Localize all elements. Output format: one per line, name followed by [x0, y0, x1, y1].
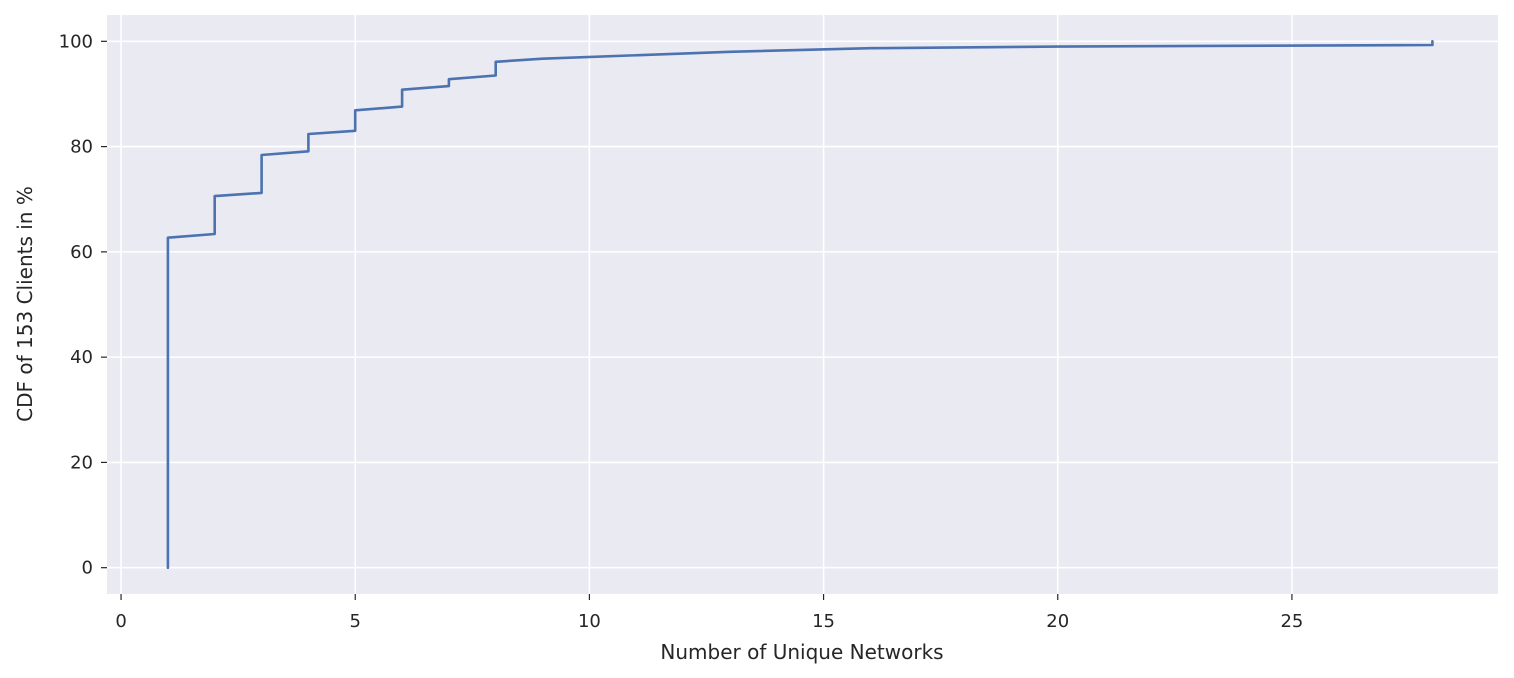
x-tick-label: 20 — [1046, 611, 1069, 632]
plot-background — [107, 15, 1498, 594]
y-tick-label: 100 — [59, 31, 93, 52]
y-axis-ticks: 0 20 40 60 80 100 — [59, 31, 107, 579]
x-axis-ticks: 0 5 10 15 20 25 — [115, 594, 1303, 632]
y-tick-label: 0 — [82, 558, 93, 579]
x-tick-label: 10 — [578, 611, 601, 632]
x-axis-label: Number of Unique Networks — [660, 640, 943, 664]
x-tick-label: 15 — [812, 611, 835, 632]
x-tick-label: 5 — [349, 611, 360, 632]
y-tick-label: 60 — [70, 242, 93, 263]
cdf-series-line — [166, 39, 1434, 570]
series-layer — [166, 39, 1434, 570]
y-tick-label: 80 — [70, 137, 93, 158]
x-tick-label: 0 — [115, 611, 126, 632]
grid-lines — [107, 15, 1498, 594]
x-tick-label: 25 — [1280, 611, 1303, 632]
y-tick-label: 40 — [70, 347, 93, 368]
y-tick-label: 20 — [70, 452, 93, 473]
y-axis-label: CDF of 153 Clients in % — [13, 186, 37, 422]
